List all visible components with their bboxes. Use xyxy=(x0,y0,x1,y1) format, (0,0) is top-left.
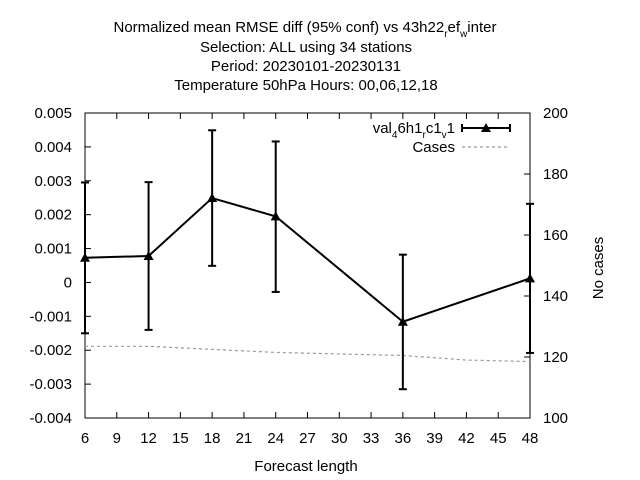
x-tick-label-12: 12 xyxy=(140,430,157,447)
x-tick-label-39: 39 xyxy=(426,430,443,447)
y-right-tick-label-180: 180 xyxy=(543,166,568,183)
legend-series-label: val46h1rc1v1 xyxy=(373,120,455,141)
x-tick-label-27: 27 xyxy=(299,430,316,447)
y-right-tick-label-160: 160 xyxy=(543,227,568,244)
data-point-24 xyxy=(270,211,281,221)
y-right-tick-label-200: 200 xyxy=(543,105,568,122)
x-axis-label: Forecast length xyxy=(254,458,357,475)
y-left-tick-label-7: -0.002 xyxy=(29,342,72,359)
y-left-tick-label-0: 0.005 xyxy=(34,105,72,122)
data-point-6 xyxy=(80,252,90,262)
x-tick-label-18: 18 xyxy=(204,430,221,447)
chart-title-line-4: Temperature 50hPa Hours: 00,06,12,18 xyxy=(174,77,438,94)
legend: val46h1rc1v1 Cases xyxy=(373,120,511,156)
x-tick-label-24: 24 xyxy=(267,430,284,447)
chart-title-line-2: Selection: ALL using 34 stations xyxy=(200,39,412,56)
y-left-tick-label-4: 0.001 xyxy=(34,241,72,258)
legend-cases-label: Cases xyxy=(412,139,455,156)
data-point-18 xyxy=(207,193,218,203)
y-left-tick-label-3: 0.002 xyxy=(34,207,72,224)
x-tick-label-9: 9 xyxy=(113,430,121,447)
x-tick-label-36: 36 xyxy=(395,430,412,447)
y-left-tick-label-8: -0.003 xyxy=(29,376,72,393)
y-left-tick-label-5: 0 xyxy=(64,274,72,291)
y-right-tick-label-140: 140 xyxy=(543,288,568,305)
y-left-tick-label-2: 0.003 xyxy=(34,173,72,190)
y-right-tick-label-100: 100 xyxy=(543,410,568,427)
plot-frame xyxy=(84,112,531,419)
y-left-tick-label-6: -0.001 xyxy=(29,308,72,325)
data-point-48 xyxy=(525,273,535,283)
data-point-12 xyxy=(143,251,154,261)
chart-title-line-3: Period: 20230101-20230131 xyxy=(211,58,401,75)
cases-line xyxy=(85,345,531,363)
x-tick-label-45: 45 xyxy=(490,430,507,447)
y-left-tick-label-9: -0.004 xyxy=(29,410,72,427)
legend-series-marker xyxy=(481,123,491,132)
x-tick-label-42: 42 xyxy=(458,430,475,447)
x-tick-label-15: 15 xyxy=(172,430,189,447)
x-tick-label-30: 30 xyxy=(331,430,348,447)
x-tick-label-21: 21 xyxy=(236,430,253,447)
x-tick-label-6: 6 xyxy=(81,430,89,447)
y-left-tick-label-1: 0.004 xyxy=(34,139,72,156)
chart-title-line-1: Normalized mean RMSE diff (95% conf) vs … xyxy=(114,19,497,40)
data-point-36 xyxy=(397,316,408,326)
y-axis-label-right: No cases xyxy=(590,237,607,300)
series-line xyxy=(84,196,531,323)
y-right-tick-label-120: 120 xyxy=(543,349,568,366)
x-tick-label-33: 33 xyxy=(363,430,380,447)
x-tick-label-48: 48 xyxy=(522,430,539,447)
